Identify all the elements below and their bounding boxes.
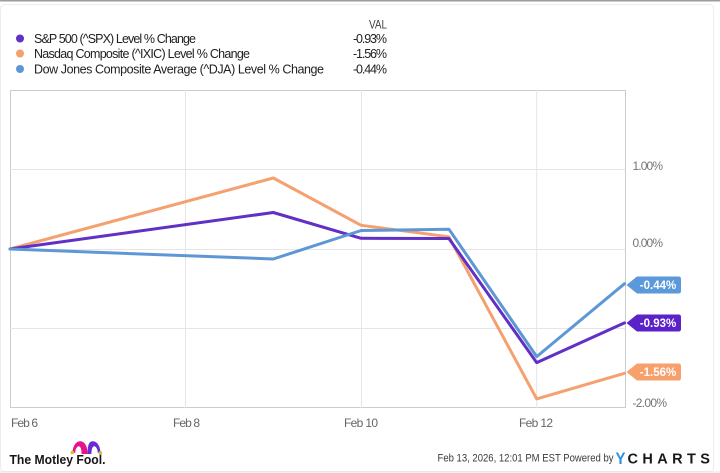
svg-text:Dow Jones Composite Average (^: Dow Jones Composite Average (^DJA) Level…	[34, 63, 324, 77]
svg-text:-0.44%: -0.44%	[353, 63, 387, 77]
svg-text:Y: Y	[616, 449, 627, 468]
svg-text:S&P 500 (^SPX) Level % Change: S&P 500 (^SPX) Level % Change	[34, 32, 196, 46]
svg-text:-0.93%: -0.93%	[353, 32, 387, 46]
svg-text:The Motley Fool.: The Motley Fool.	[10, 452, 106, 467]
svg-text:0.00%: 0.00%	[633, 236, 664, 250]
svg-text:-0.93%: -0.93%	[640, 318, 676, 330]
svg-text:Feb 10: Feb 10	[344, 416, 378, 430]
svg-text:Feb 8: Feb 8	[173, 416, 200, 430]
svg-text:-2.00%: -2.00%	[633, 396, 668, 410]
svg-text:VAL: VAL	[369, 18, 387, 32]
svg-text:Nasdaq Composite (^IXIC) Level: Nasdaq Composite (^IXIC) Level % Change	[34, 47, 250, 61]
svg-text:-0.44%: -0.44%	[640, 280, 676, 292]
svg-text:Feb 6: Feb 6	[11, 416, 38, 430]
svg-text:Feb 12: Feb 12	[519, 416, 553, 430]
svg-text:-1.56%: -1.56%	[640, 367, 676, 379]
svg-text:1.00%: 1.00%	[633, 159, 664, 173]
svg-text:CHARTS: CHARTS	[628, 452, 715, 468]
svg-text:Feb 13, 2026, 12:01 PM EST Pow: Feb 13, 2026, 12:01 PM EST Powered by	[438, 453, 614, 465]
svg-text:-1.56%: -1.56%	[353, 47, 387, 61]
